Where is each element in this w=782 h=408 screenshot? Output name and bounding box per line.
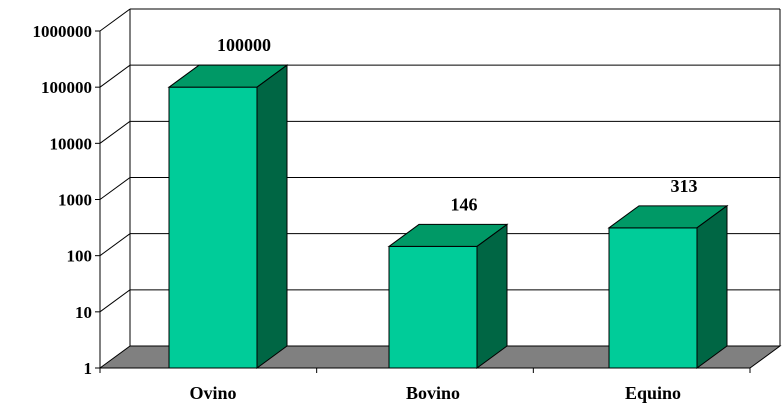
gridline-side	[99, 8, 131, 32]
chart-label-layer: 1 10 100 1000 10000 100000 1000000 100000 Ovino 1…	[33, 22, 698, 403]
data-label: 100000	[217, 35, 271, 55]
gridline-side	[99, 120, 131, 144]
gridline-side	[99, 64, 131, 88]
y-tick-label: 100	[67, 247, 93, 266]
bar-front	[608, 227, 698, 369]
gridline-side	[99, 233, 131, 257]
y-tick-label: 10000	[50, 134, 93, 153]
bar-bovino	[387, 223, 509, 369]
chart-axis-layer	[95, 30, 751, 373]
x-tick-label: Ovino	[189, 383, 236, 403]
bar-front	[388, 245, 478, 369]
bar-equino	[607, 204, 729, 369]
gridline-side	[99, 177, 131, 200]
x-tick-label: Bovino	[406, 383, 460, 403]
y-tick-label: 100000	[41, 78, 92, 97]
bar-side	[256, 64, 288, 369]
chart-bar-layer	[167, 64, 729, 369]
bar-front	[168, 86, 258, 369]
x-tick-label: Equino	[625, 383, 681, 403]
gridline-side	[99, 289, 131, 313]
data-label: 313	[671, 176, 698, 196]
data-label: 146	[451, 194, 478, 214]
y-tick-label: 1	[84, 359, 93, 378]
y-tick-label: 1000000	[33, 22, 93, 41]
y-tick-label: 1000	[58, 191, 92, 210]
bar-side	[696, 204, 728, 369]
y-tick-label: 10	[75, 303, 92, 322]
bar-side	[476, 223, 508, 369]
bar-ovino	[167, 64, 289, 369]
